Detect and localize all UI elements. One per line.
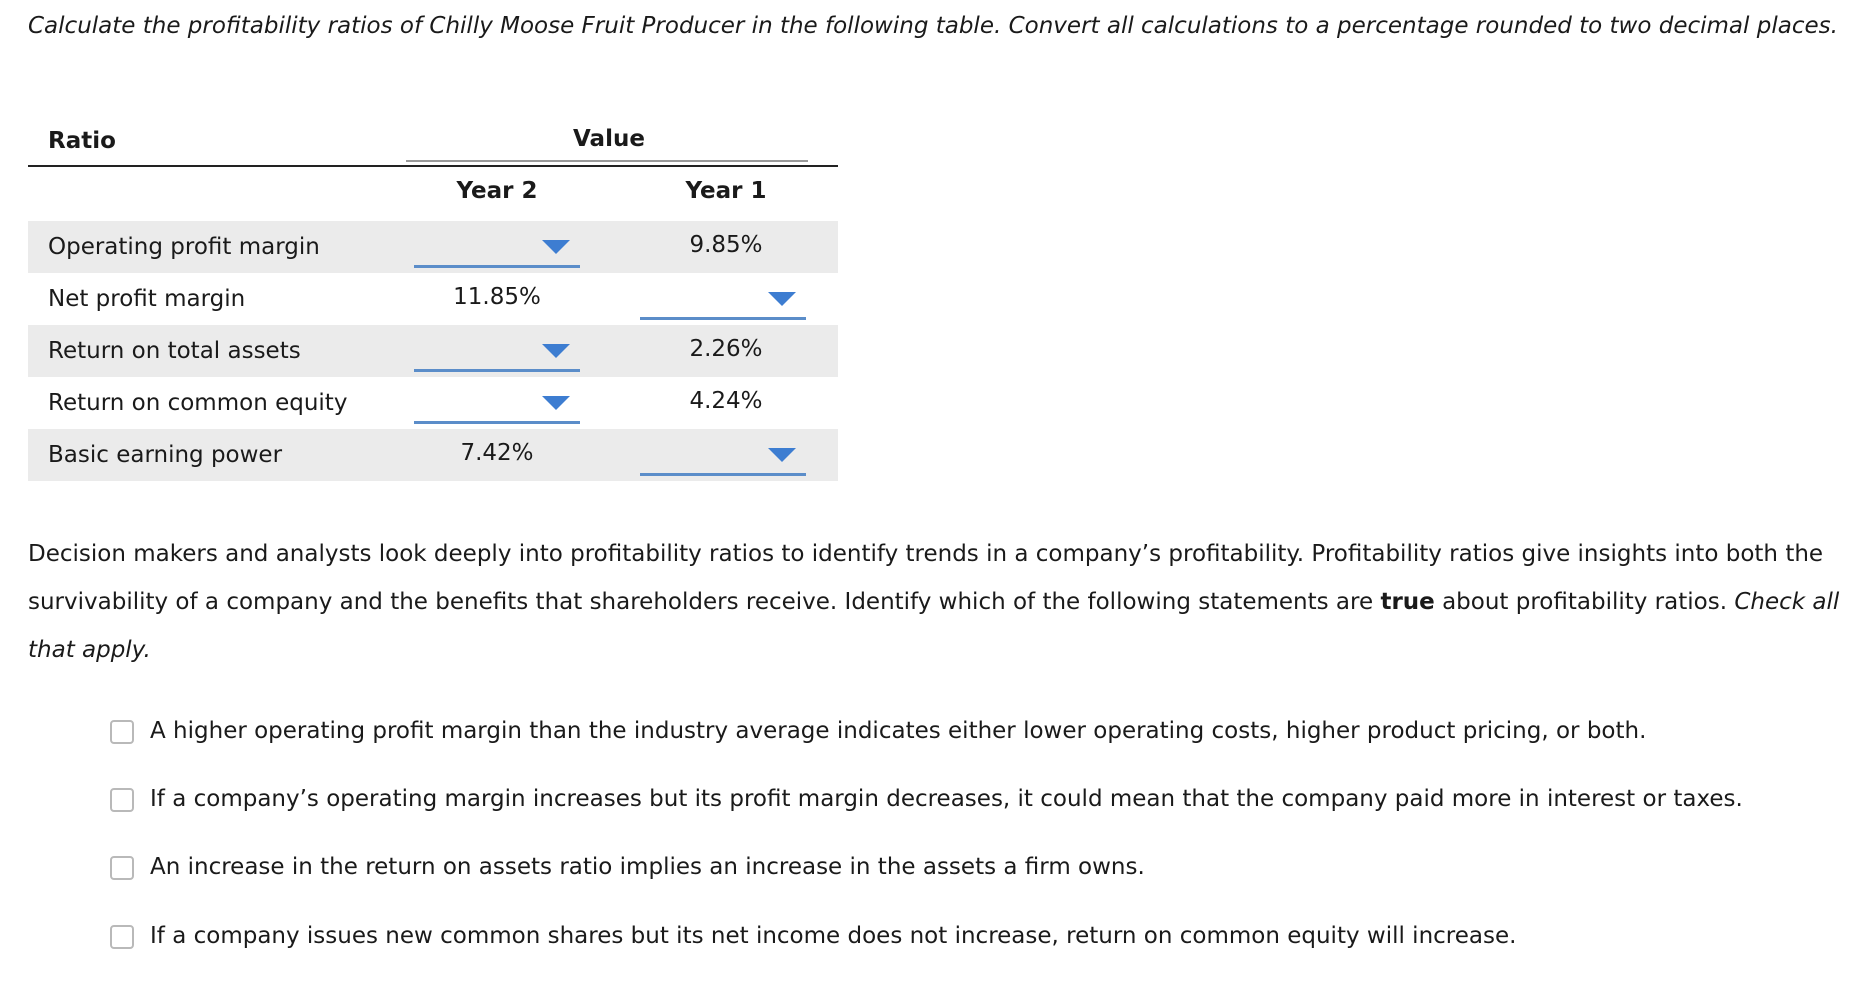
dropdown-arrow-icon bbox=[542, 396, 570, 410]
return-on-common-equity-year2-dropdown[interactable] bbox=[414, 383, 580, 424]
instructions-text: Calculate the profitability ratios of Ch… bbox=[28, 13, 1838, 39]
table-row-operating-profit-margin: Operating profit margin 9.85% bbox=[28, 221, 838, 273]
checkbox[interactable] bbox=[110, 925, 134, 949]
option-label: An increase in the return on assets rati… bbox=[150, 854, 1145, 880]
question-emphasis: true bbox=[1380, 589, 1435, 615]
question-part1: Decision makers and analysts look deeply… bbox=[28, 541, 1824, 615]
table-row-return-on-total-assets: Return on total assets 2.26% bbox=[28, 325, 838, 377]
operating-profit-margin-year1-value: 9.85% bbox=[689, 232, 763, 258]
row-label: Operating profit margin bbox=[48, 234, 320, 260]
table-row-net-profit-margin: Net profit margin 11.85% bbox=[28, 273, 838, 325]
return-on-total-assets-year1-value: 2.26% bbox=[689, 336, 763, 362]
header-rule bbox=[28, 165, 838, 167]
table-row-return-on-common-equity: Return on common equity 4.24% bbox=[28, 377, 838, 429]
year1-column-header: Year 1 bbox=[685, 178, 767, 204]
option-checkbox-2[interactable]: If a company’s operating margin increase… bbox=[110, 780, 1850, 820]
value-column-header: Value bbox=[573, 126, 645, 152]
row-label: Net profit margin bbox=[48, 286, 246, 312]
question-part2: about profitability ratios. bbox=[1434, 589, 1735, 615]
dropdown-arrow-icon bbox=[542, 240, 570, 254]
option-label: A higher operating profit margin than th… bbox=[150, 718, 1647, 744]
option-checkbox-4[interactable]: If a company issues new common shares bu… bbox=[110, 917, 1850, 957]
checkbox[interactable] bbox=[110, 856, 134, 880]
option-checkbox-1[interactable]: A higher operating profit margin than th… bbox=[110, 712, 1850, 752]
row-label: Return on common equity bbox=[48, 390, 348, 416]
net-profit-margin-year1-dropdown[interactable] bbox=[640, 279, 806, 320]
basic-earning-power-year2-value: 7.42% bbox=[460, 440, 534, 466]
row-label: Basic earning power bbox=[48, 442, 283, 468]
question-instruction: Check all that apply. bbox=[28, 589, 1840, 663]
net-profit-margin-year2-value: 11.85% bbox=[453, 284, 541, 310]
row-label: Return on total assets bbox=[48, 338, 301, 364]
return-on-common-equity-year1-value: 4.24% bbox=[689, 388, 763, 414]
option-label: If a company’s operating margin increase… bbox=[150, 786, 1743, 812]
checkbox[interactable] bbox=[110, 788, 134, 812]
operating-profit-margin-year2-dropdown[interactable] bbox=[414, 227, 580, 268]
question-text: Decision makers and analysts look deeply… bbox=[28, 530, 1858, 674]
ratio-column-header: Ratio bbox=[48, 128, 116, 154]
year2-column-header: Year 2 bbox=[456, 178, 538, 204]
return-on-total-assets-year2-dropdown[interactable] bbox=[414, 331, 580, 372]
option-checkbox-3[interactable]: An increase in the return on assets rati… bbox=[110, 848, 1850, 888]
table-row-basic-earning-power: Basic earning power 7.42% bbox=[28, 429, 838, 481]
dropdown-arrow-icon bbox=[768, 292, 796, 306]
basic-earning-power-year1-dropdown[interactable] bbox=[640, 435, 806, 476]
dropdown-arrow-icon bbox=[768, 448, 796, 462]
dropdown-arrow-icon bbox=[542, 344, 570, 358]
checkbox[interactable] bbox=[110, 720, 134, 744]
value-header-underline bbox=[406, 160, 808, 162]
option-label: If a company issues new common shares bu… bbox=[150, 923, 1517, 949]
